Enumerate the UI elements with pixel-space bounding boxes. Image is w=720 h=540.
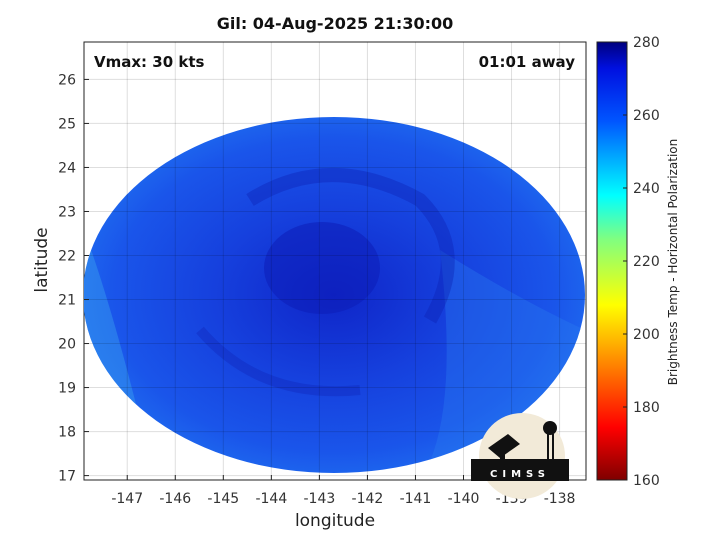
x-tick-label: -138 [544, 491, 576, 507]
colorbar-tick-label: 280 [633, 35, 660, 51]
colorbar-ticks: 160 180 200 220 240 260 280 [623, 35, 660, 489]
time-away-label: 01:01 away [478, 53, 575, 71]
map-grid [84, 42, 586, 480]
colorbar-tick-label: 180 [633, 400, 660, 416]
colorbar-tick-label: 160 [633, 473, 660, 489]
colorbar-tick-label: 200 [633, 327, 660, 343]
y-tick-label: 23 [58, 204, 76, 220]
x-tick-label: -143 [303, 491, 335, 507]
y-tick-label: 18 [58, 425, 76, 441]
logo-water-tower-icon [543, 421, 557, 435]
y-tick-label: 25 [58, 116, 76, 132]
y-axis-label: latitude [32, 227, 52, 293]
x-tick-label: -146 [159, 491, 191, 507]
storm-core [264, 222, 380, 314]
y-axis-ticks: 17 18 19 20 21 22 23 24 25 26 [58, 72, 89, 485]
y-tick-label: 21 [58, 293, 76, 309]
y-tick-label: 26 [58, 72, 76, 88]
x-tick-label: -142 [352, 491, 384, 507]
x-tick-label: -147 [111, 491, 143, 507]
x-axis-label: longitude [294, 511, 376, 531]
x-tick-label: -140 [448, 491, 480, 507]
cimss-logo: CIMSS [471, 413, 569, 499]
colorbar [596, 41, 628, 481]
spiral-band-south [196, 326, 361, 397]
y-tick-label: 20 [58, 337, 76, 353]
x-tick-label: -145 [207, 491, 239, 507]
x-tick-label: -141 [400, 491, 432, 507]
spiral-band [246, 168, 455, 324]
colorbar-label: Brightness Temp - Horizontal Polarizatio… [666, 138, 680, 386]
colorbar-tick-label: 220 [633, 254, 660, 270]
colorbar-tick-label: 240 [633, 181, 660, 197]
vmax-label: Vmax: 30 kts [94, 53, 205, 71]
y-tick-label: 24 [58, 160, 76, 176]
x-tick-label: -144 [255, 491, 287, 507]
y-tick-label: 22 [58, 248, 76, 264]
y-tick-label: 19 [58, 381, 76, 397]
logo-base [471, 459, 569, 481]
y-tick-label: 17 [58, 469, 76, 485]
x-axis-ticks: -147 -146 -145 -144 -143 -142 -141 -140 -139 -138 [111, 475, 575, 507]
logo-text: CIMSS [490, 469, 550, 480]
colorbar-tick-label: 260 [633, 108, 660, 124]
chart-title: Gil: 04-Aug-2025 21:30:00 [216, 14, 454, 33]
